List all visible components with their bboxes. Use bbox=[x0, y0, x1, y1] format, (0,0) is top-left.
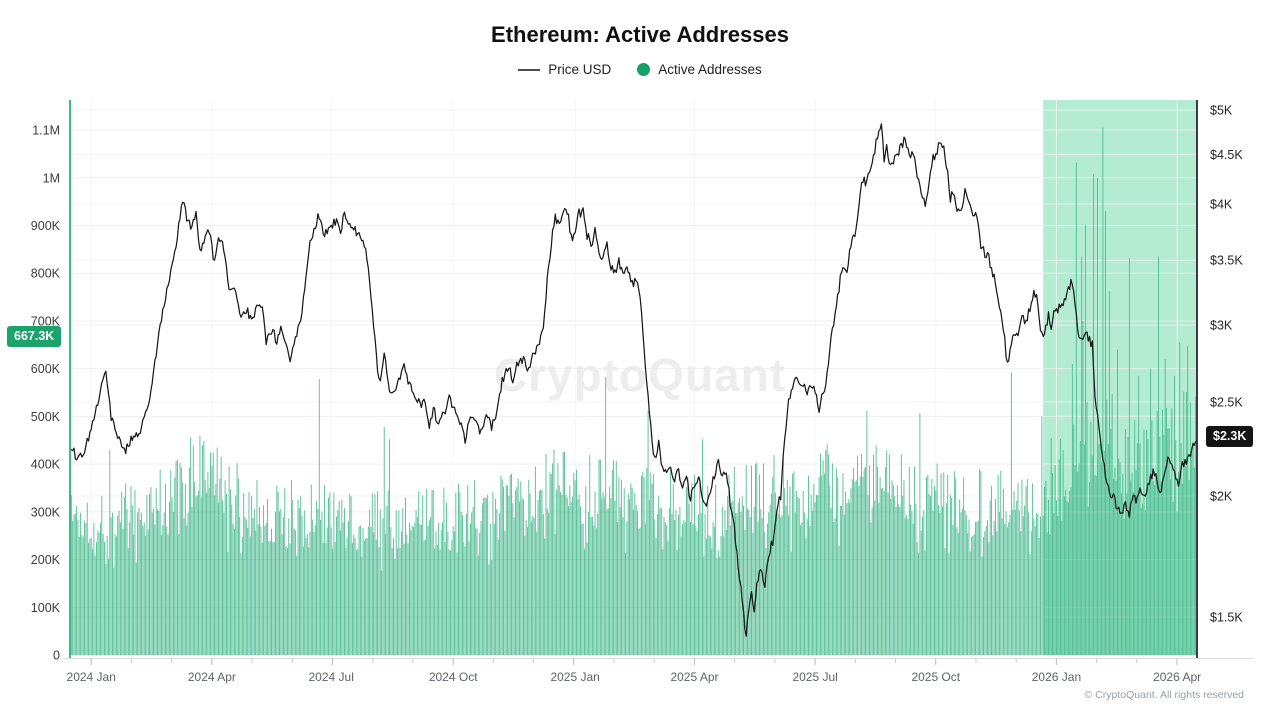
gridlines bbox=[70, 100, 1197, 655]
svg-text:2026 Jan: 2026 Jan bbox=[1032, 670, 1081, 684]
page-title: Ethereum: Active Addresses bbox=[491, 22, 789, 47]
svg-text:900K: 900K bbox=[31, 219, 61, 233]
svg-text:2024 Oct: 2024 Oct bbox=[429, 670, 478, 684]
x-axis-ticks bbox=[90, 658, 1178, 665]
svg-text:$2.5K: $2.5K bbox=[1210, 395, 1243, 409]
svg-text:$3.5K: $3.5K bbox=[1210, 254, 1243, 268]
svg-text:2025 Oct: 2025 Oct bbox=[911, 670, 960, 684]
svg-text:300K: 300K bbox=[31, 505, 61, 519]
legend-addresses-label: Active Addresses bbox=[658, 62, 762, 77]
active-addresses-bars bbox=[69, 127, 1198, 656]
svg-text:$4.5K: $4.5K bbox=[1210, 148, 1243, 162]
svg-text:800K: 800K bbox=[31, 267, 61, 281]
svg-text:2024 Jul: 2024 Jul bbox=[309, 670, 354, 684]
copyright-footer: © CryptoQuant. All rights reserved bbox=[1084, 689, 1244, 701]
svg-text:1M: 1M bbox=[43, 171, 60, 185]
axis-labels: 0 100K 200K 300K 400K 500K 600K 700K 800K 900K 1M 1… bbox=[31, 103, 1244, 684]
legend-item-price[interactable]: Price USD bbox=[518, 62, 611, 77]
svg-text:$3K: $3K bbox=[1210, 319, 1233, 333]
active-addresses-dot-icon bbox=[637, 63, 651, 76]
svg-text:2026 Apr: 2026 Apr bbox=[1153, 670, 1201, 684]
svg-text:1.1M: 1.1M bbox=[32, 124, 60, 138]
price-line-marker-icon bbox=[518, 68, 541, 71]
cryptoquant-watermark: CryptoQuant bbox=[493, 349, 787, 401]
legend-item-active-addresses[interactable]: Active Addresses bbox=[637, 62, 762, 77]
svg-text:$2K: $2K bbox=[1210, 489, 1233, 503]
svg-text:500K: 500K bbox=[31, 410, 61, 424]
svg-text:$1.5K: $1.5K bbox=[1210, 611, 1243, 625]
svg-text:2024 Apr: 2024 Apr bbox=[188, 670, 236, 684]
svg-text:600K: 600K bbox=[31, 362, 61, 376]
svg-text:700K: 700K bbox=[31, 314, 61, 328]
svg-text:0: 0 bbox=[53, 649, 60, 663]
svg-text:2025 Jul: 2025 Jul bbox=[792, 670, 837, 684]
svg-text:$5K: $5K bbox=[1210, 103, 1233, 117]
svg-text:400K: 400K bbox=[31, 458, 61, 472]
svg-text:2025 Jan: 2025 Jan bbox=[550, 670, 599, 684]
svg-text:2024 Jan: 2024 Jan bbox=[67, 670, 116, 684]
svg-text:$4K: $4K bbox=[1210, 197, 1233, 211]
chart-legend: Price USD Active Addresses bbox=[0, 62, 1280, 77]
legend-price-label: Price USD bbox=[548, 62, 612, 77]
svg-text:2025 Apr: 2025 Apr bbox=[670, 670, 718, 684]
svg-text:100K: 100K bbox=[31, 601, 61, 615]
current-price-badge: $2.3K bbox=[1206, 426, 1254, 447]
current-active-addresses-badge: 667.3K bbox=[7, 326, 62, 347]
price-line bbox=[69, 123, 1198, 637]
svg-text:200K: 200K bbox=[31, 553, 61, 567]
